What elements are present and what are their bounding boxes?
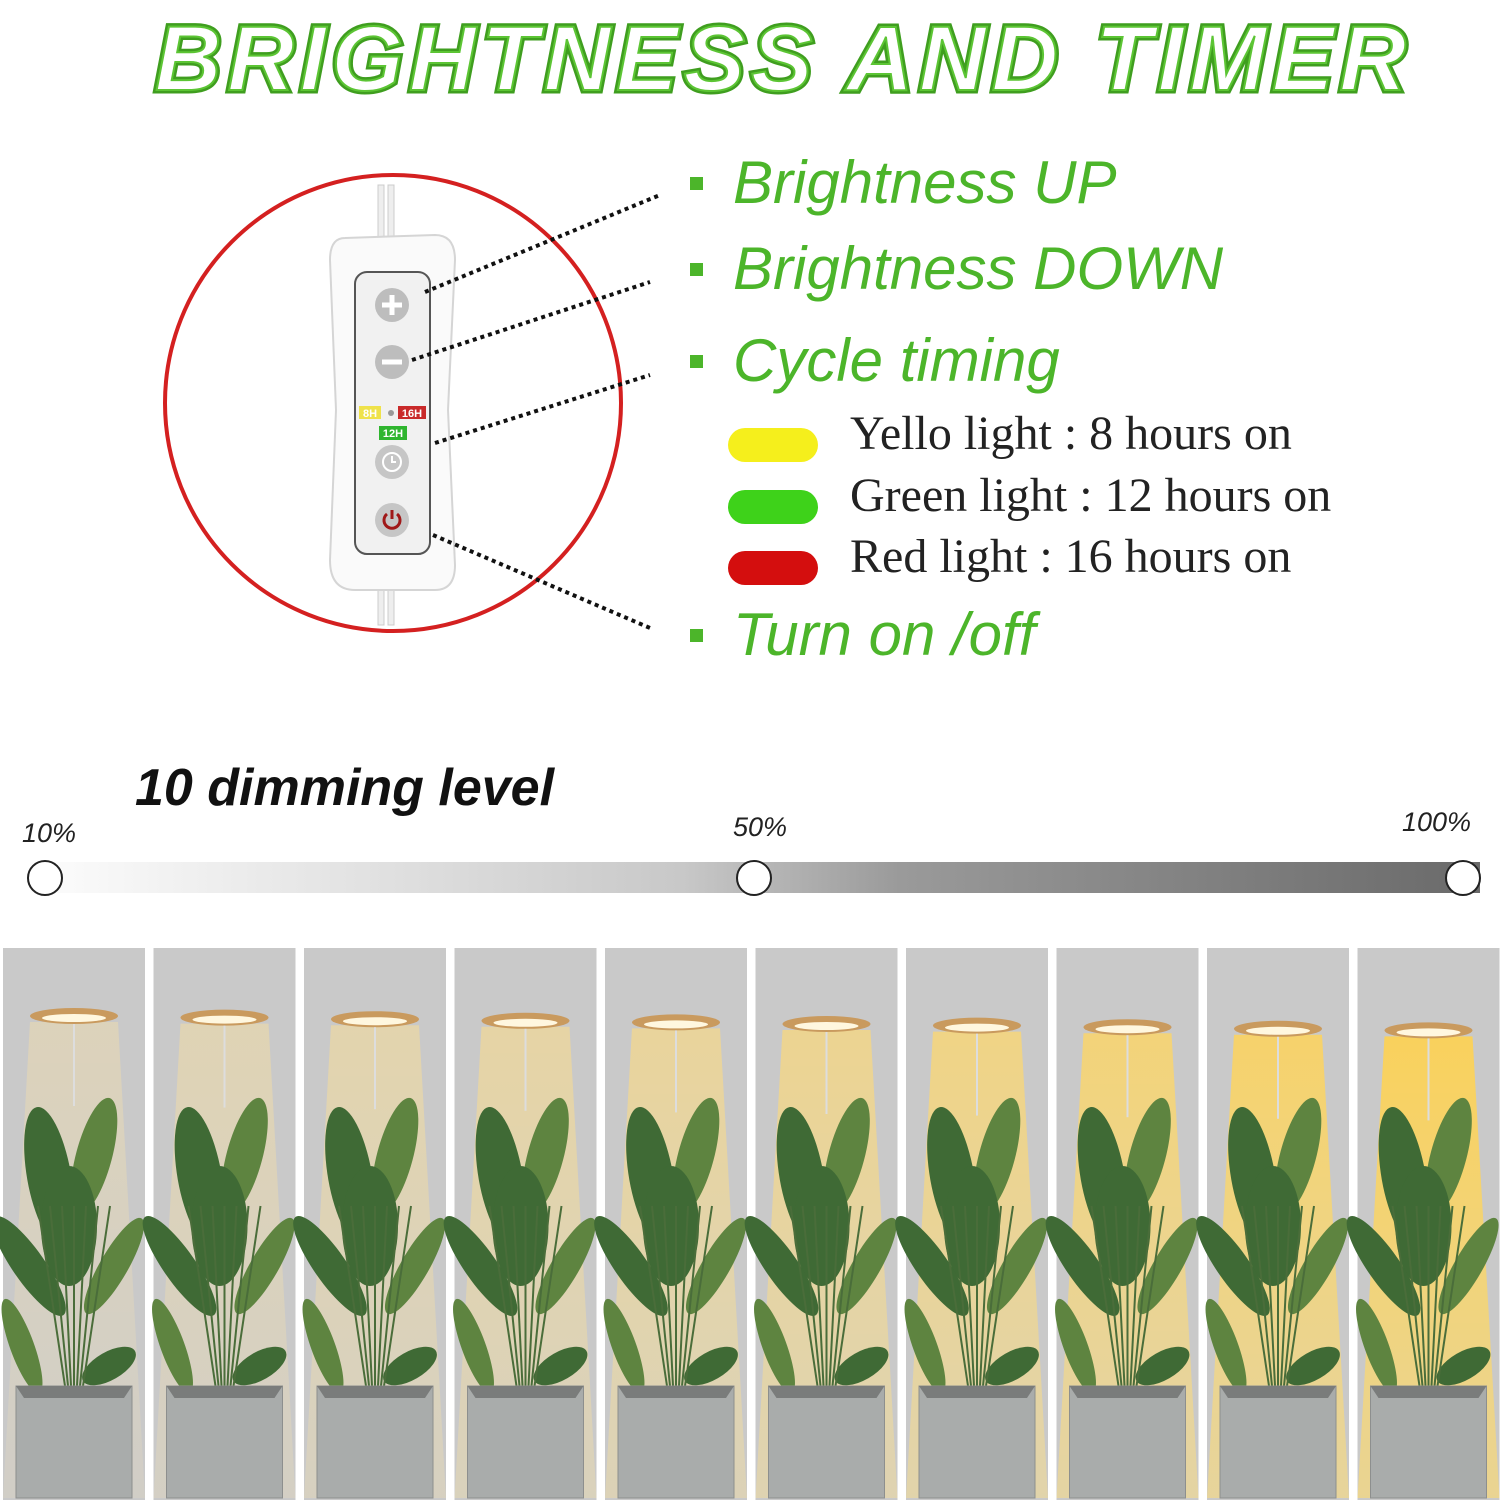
highlight-circle — [163, 173, 623, 633]
slider-knob-max[interactable] — [1445, 860, 1481, 896]
timer-8h-label: 8H — [363, 408, 377, 420]
dimming-panel-60 — [744, 948, 898, 1500]
feature-label: Brightness UP — [733, 149, 1117, 216]
plant-icon — [0, 1097, 145, 1432]
alarm-clock-icon[interactable] — [375, 445, 409, 479]
timer-16h-label: 16H — [402, 408, 422, 420]
bullet-icon — [690, 354, 703, 368]
dimming-panel-80 — [1045, 948, 1199, 1500]
feature-cycle-timing: Cycle timing — [690, 326, 1060, 395]
planter-box — [316, 1385, 434, 1499]
legend-text: Green light : 12 hours on — [850, 469, 1332, 522]
legend-text: Red light : 16 hours on — [850, 530, 1292, 583]
plus-icon[interactable] — [375, 288, 409, 322]
planter-box — [1219, 1385, 1337, 1499]
timer-12h-label: 12H — [383, 428, 403, 440]
dimming-panel-50 — [594, 948, 747, 1500]
bullet-icon — [690, 262, 703, 276]
slider-knob-mid[interactable] — [736, 860, 772, 896]
planter-box — [1370, 1385, 1487, 1499]
bullet-icon — [690, 176, 703, 190]
slider-knob-min[interactable] — [27, 860, 63, 896]
feature-turn-on-off: Turn on /off — [690, 600, 1035, 669]
dimming-panel-20 — [142, 948, 296, 1500]
bullet-icon — [690, 628, 703, 642]
plant-icon — [895, 1097, 1048, 1432]
plant-icon — [293, 1097, 446, 1432]
green-swatch — [728, 490, 818, 524]
planter-box — [15, 1385, 133, 1499]
planter-box — [1069, 1385, 1186, 1499]
dimming-panel-100 — [1346, 948, 1500, 1500]
plant-icon — [744, 1097, 897, 1432]
feature-label: Turn on /off — [733, 601, 1036, 668]
feature-label: Brightness DOWN — [733, 235, 1224, 302]
controller-illustration: 8H 16H 12H — [163, 173, 661, 633]
planter-box — [768, 1385, 885, 1499]
dimming-panel-70 — [895, 948, 1048, 1500]
title-text: BRIGHTNESS AND TIMER — [155, 8, 1410, 110]
minus-icon[interactable] — [375, 345, 409, 379]
yellow-swatch — [728, 428, 818, 462]
planter-box — [467, 1385, 584, 1499]
planter-box — [918, 1385, 1036, 1499]
title-inner-stroke: BRIGHTNESS AND TIMER — [155, 8, 1410, 110]
mid-label: 50% — [733, 812, 788, 842]
dimming-panel-10 — [0, 948, 145, 1500]
planter-box — [166, 1385, 283, 1499]
plant-icon — [142, 1097, 295, 1432]
legend-text: Yello light : 8 hours on — [850, 407, 1292, 460]
power-icon[interactable] — [375, 503, 409, 537]
feature-brightness-down: Brightness DOWN — [690, 234, 1223, 303]
dimming-panel-90 — [1196, 948, 1349, 1500]
min-label: 10% — [22, 818, 77, 848]
max-label: 100% — [1402, 807, 1472, 837]
planter-box — [617, 1385, 735, 1499]
dimming-panel-40 — [443, 948, 597, 1500]
feature-label: Cycle timing — [733, 327, 1060, 394]
callout-lines — [411, 193, 661, 630]
dimming-panel-30 — [293, 948, 446, 1500]
dimming-heading: 10 dimming level — [135, 759, 555, 817]
dimming-level-panels — [0, 948, 1500, 1500]
feature-brightness-up: Brightness UP — [690, 148, 1117, 217]
red-swatch — [728, 551, 818, 585]
plant-icon — [1346, 1097, 1499, 1432]
plant-icon — [594, 1097, 747, 1432]
page-title: BRIGHTNESS AND TIMER BRIGHTNESS AND TIME… — [152, 5, 1410, 113]
